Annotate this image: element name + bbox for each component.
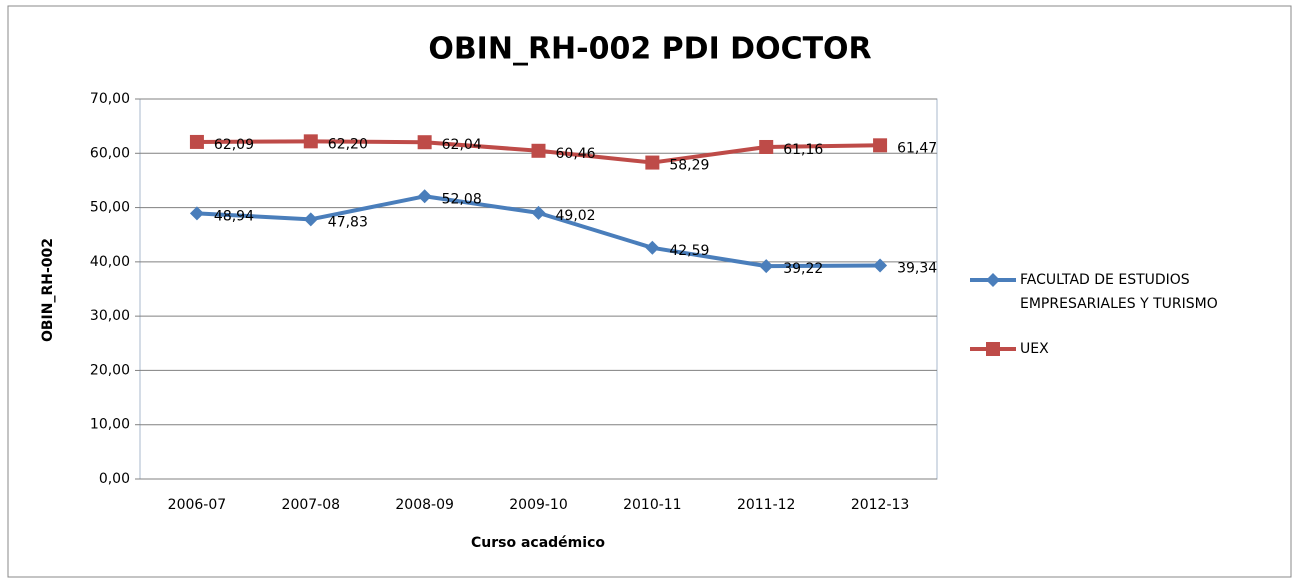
y-tick-label: 70,00 [90,91,130,107]
data-label: 39,22 [783,261,823,277]
x-axis-label: Curso académico [471,535,605,551]
data-label: 62,04 [442,137,482,153]
data-point [759,259,774,274]
data-point [873,258,888,273]
x-tick-label: 2012-13 [851,497,910,513]
data-point [531,143,546,158]
x-tick-label: 2008-09 [395,497,454,513]
x-tick-label: 2010-11 [623,497,682,513]
chart-title: OBIN_RH-002 PDI DOCTOR [428,32,871,67]
y-tick-label: 0,00 [99,471,130,487]
data-point [189,206,204,221]
y-tick-label: 10,00 [90,417,130,433]
data-label: 62,09 [214,137,254,153]
data-label: 61,47 [897,140,937,156]
data-label: 48,94 [214,208,254,224]
data-point [303,134,318,149]
data-point [645,240,660,255]
y-tick-label: 30,00 [90,308,130,324]
x-tick-label: 2011-12 [737,497,796,513]
data-label: 39,34 [897,260,937,276]
data-label: 42,59 [669,243,709,259]
y-tick-label: 50,00 [90,200,130,216]
data-label: 52,08 [442,191,482,207]
data-point [417,135,432,150]
data-label: 61,16 [783,142,823,158]
data-point [531,205,546,220]
x-tick-label: 2006-07 [168,497,227,513]
y-tick-label: 40,00 [90,254,130,270]
data-label: 49,02 [556,208,596,224]
y-tick-label: 60,00 [90,145,130,161]
data-label: 58,29 [669,158,709,174]
data-label: 60,46 [556,146,596,162]
data-point [417,189,432,204]
data-label: 47,83 [328,214,368,230]
data-point [303,212,318,227]
legend-marker [986,273,1000,287]
data-point [645,155,660,170]
legend-label: UEX [1020,341,1049,357]
data-point [759,139,774,154]
data-point [189,134,204,149]
y-tick-label: 20,00 [90,362,130,378]
legend-marker [986,342,1000,356]
x-tick-label: 2007-08 [282,497,341,513]
legend-label: FACULTAD DE ESTUDIOS EMPRESARIALES Y TUR… [1020,272,1218,312]
x-tick-label: 2009-10 [509,497,568,513]
data-label: 62,20 [328,136,368,152]
chart-frame [7,5,1292,578]
data-point [873,138,888,153]
y-axis-label: OBIN_RH-002 [40,238,56,342]
